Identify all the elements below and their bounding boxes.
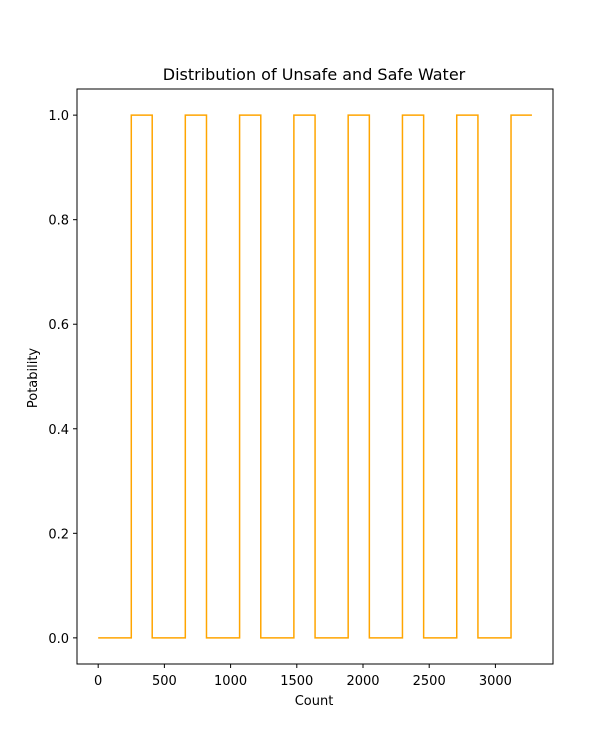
x-tick-label: 500 xyxy=(152,674,177,689)
chart-title: Distribution of Unsafe and Safe Water xyxy=(163,65,466,84)
x-tick-label: 1000 xyxy=(214,674,247,689)
series-line-0 xyxy=(98,114,532,639)
y-tick-label: 0.6 xyxy=(48,318,69,333)
axes-frame xyxy=(76,88,554,665)
plot-area xyxy=(98,114,532,639)
x-axis-label: Count xyxy=(295,694,334,709)
y-axis-label: Potability xyxy=(26,348,41,409)
x-tick-label: 0 xyxy=(94,674,102,689)
x-tick-label: 2500 xyxy=(413,674,446,689)
y-tick-label: 0.4 xyxy=(48,423,69,438)
x-tick-label: 2000 xyxy=(346,674,379,689)
axis-ticks: 0 500 1000 1500 2000 2500 3000 0.0 0.2 0.4 0.6 0.8 1… xyxy=(48,109,512,689)
y-tick-label: 0.2 xyxy=(48,527,69,542)
x-tick-label: 1500 xyxy=(280,674,313,689)
y-tick-label: 0.8 xyxy=(48,214,69,229)
y-tick-label: 0.0 xyxy=(48,632,69,647)
y-tick-label: 1.0 xyxy=(48,109,69,124)
x-tick-label: 3000 xyxy=(479,674,512,689)
